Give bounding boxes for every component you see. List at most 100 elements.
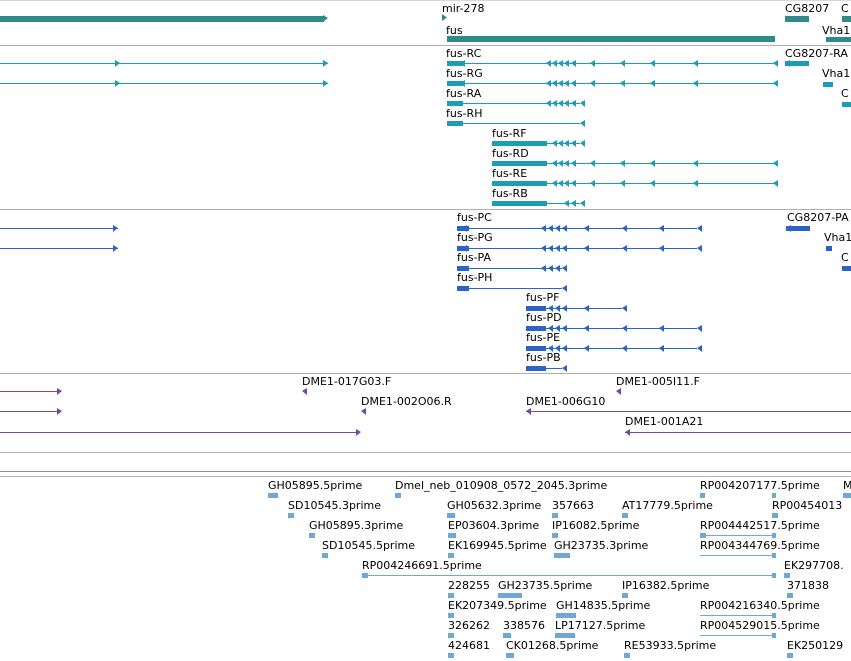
exon-arrow-left[interactable] [562, 285, 567, 292]
exon-arrow-left[interactable] [546, 100, 551, 107]
label-cg8207-ra[interactable]: CG8207-RA [785, 47, 848, 60]
est-block[interactable] [787, 653, 793, 658]
exon-arrow-left[interactable] [580, 120, 585, 127]
label-fus-rg[interactable]: fus-RG [446, 67, 483, 80]
exon-arrow-left[interactable] [558, 160, 563, 167]
est-block[interactable] [498, 593, 522, 598]
exon-arrow-left[interactable] [546, 80, 551, 87]
label-est[interactable]: GH05895.5prime [268, 479, 363, 492]
exon-arrow-left[interactable] [541, 265, 546, 272]
exon-arrow-left[interactable] [584, 325, 589, 332]
est-block[interactable] [552, 513, 558, 518]
exon-arrow-left[interactable] [697, 245, 702, 252]
exon-arrow-left[interactable] [693, 160, 698, 167]
exon-arrow-left[interactable] [302, 388, 307, 395]
label-est[interactable]: EK250129 [787, 639, 844, 652]
est-block[interactable] [322, 553, 328, 558]
label-c-rt[interactable]: C [841, 87, 849, 100]
est-block[interactable] [288, 513, 294, 518]
est-block[interactable] [843, 493, 851, 498]
est-block[interactable] [448, 593, 454, 598]
label-c-pt[interactable]: C [841, 251, 849, 264]
exon-arrow-left[interactable] [693, 80, 698, 87]
exon-arrow-left[interactable] [773, 60, 778, 67]
exon-arrow-left[interactable] [562, 265, 567, 272]
exon-arrow-right[interactable] [115, 60, 120, 67]
exon-arrow-left[interactable] [697, 325, 702, 332]
exon-arrow-left[interactable] [555, 225, 560, 232]
exon-arrow-left[interactable] [555, 345, 560, 352]
label-bac-017g03[interactable]: DME1-017G03.F [302, 375, 392, 388]
exon-arrow-left[interactable] [571, 160, 576, 167]
exon-arrow-left[interactable] [590, 80, 595, 87]
gene-bar-fus[interactable] [447, 36, 775, 42]
exon-c[interactable] [842, 102, 851, 107]
exon-arrow-left[interactable] [564, 80, 569, 87]
gene-bar-cg8207[interactable] [785, 16, 809, 22]
exon-arrow-left[interactable] [590, 160, 595, 167]
exon-arrow-left[interactable] [620, 160, 625, 167]
label-fus-pb[interactable]: fus-PB [526, 351, 561, 364]
exon-arrow-left[interactable] [580, 100, 585, 107]
label-fus[interactable]: fus [446, 24, 463, 37]
est-block[interactable] [554, 553, 570, 558]
gene-bar-left[interactable] [0, 16, 324, 22]
exon-arrow-left[interactable] [552, 100, 557, 107]
label-est[interactable]: RP004246691.5prime [362, 559, 482, 572]
label-est[interactable]: LP17127.5prime [555, 619, 646, 632]
label-est[interactable]: EP03604.3prime [448, 519, 540, 532]
exon-block[interactable] [447, 81, 463, 86]
label-fus-pc[interactable]: fus-PC [457, 211, 492, 224]
exon-arrow-right[interactable] [323, 60, 328, 67]
exon-arrow-left[interactable] [562, 325, 567, 332]
exon-arrow-left[interactable] [548, 265, 553, 272]
exon-arrow-left[interactable] [571, 200, 576, 207]
exon-arrow-left[interactable] [552, 60, 557, 67]
exon-arrow-left[interactable] [616, 388, 621, 395]
label-est[interactable]: RP00454013 [772, 499, 843, 512]
est-block[interactable] [448, 613, 454, 618]
est-block[interactable] [772, 553, 776, 558]
label-vha1-pt[interactable]: Vha1 [824, 231, 851, 244]
label-est[interactable]: AT17779.5prime [622, 499, 713, 512]
exon-arrow-right[interactable] [356, 429, 361, 436]
exon-block[interactable] [492, 201, 547, 206]
exon-arrow-right[interactable] [57, 408, 62, 415]
est-block[interactable] [506, 653, 514, 658]
label-est[interactable]: GH14835.5prime [556, 599, 651, 612]
label-fus-pa[interactable]: fus-PA [457, 251, 491, 264]
exon-arrow-left[interactable] [552, 140, 557, 147]
mir-278-glyph[interactable] [442, 14, 447, 21]
label-est[interactable]: 338576 [503, 619, 545, 632]
exon-arrow-left[interactable] [564, 180, 569, 187]
exon-arrow-left[interactable] [622, 245, 627, 252]
est-block[interactable] [268, 493, 278, 498]
exon-arrow-left[interactable] [785, 60, 790, 67]
label-est[interactable]: IP16082.5prime [552, 519, 640, 532]
exon-arrow-left[interactable] [571, 60, 576, 67]
label-est[interactable]: 228255 [448, 579, 490, 592]
exon-arrow-left[interactable] [650, 80, 655, 87]
exon-arrow-right[interactable] [113, 225, 118, 232]
exon-arrow-left[interactable] [546, 60, 551, 67]
label-est[interactable]: RP004442517.5prime [700, 519, 820, 532]
exon-block[interactable] [526, 306, 546, 311]
exon-arrow-left[interactable] [562, 305, 567, 312]
exon-block[interactable] [492, 181, 547, 186]
exon-arrow-left[interactable] [659, 245, 664, 252]
exon-arrow-left[interactable] [693, 60, 698, 67]
label-fus-ra[interactable]: fus-RA [446, 87, 482, 100]
exon-arrow-left[interactable] [555, 325, 560, 332]
exon-arrow-left[interactable] [548, 325, 553, 332]
est-block[interactable] [503, 633, 511, 638]
est-block[interactable] [448, 533, 456, 538]
est-block[interactable] [700, 533, 706, 538]
label-est[interactable]: RP004529015.5prime [700, 619, 820, 632]
exon-arrow-left[interactable] [622, 345, 627, 352]
exon-arrow-left[interactable] [620, 60, 625, 67]
exon-arrow-right[interactable] [115, 80, 120, 87]
exon-arrow-left[interactable] [555, 265, 560, 272]
exon-c-pa[interactable] [842, 266, 851, 271]
exon-cg8207-ra[interactable] [785, 61, 809, 66]
exon-block[interactable] [457, 286, 469, 291]
